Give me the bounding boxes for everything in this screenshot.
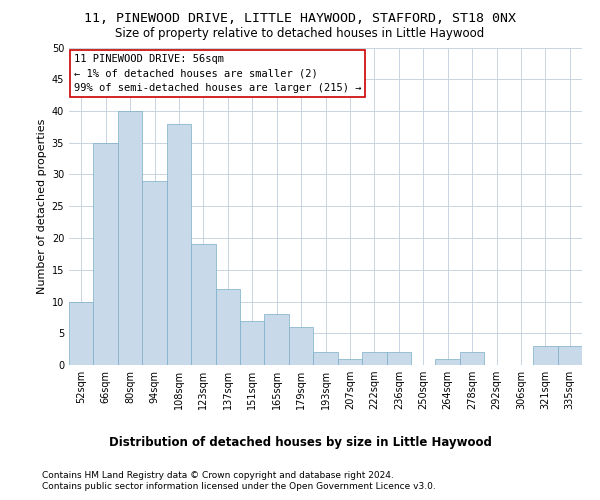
Text: 11 PINEWOOD DRIVE: 56sqm
← 1% of detached houses are smaller (2)
99% of semi-det: 11 PINEWOOD DRIVE: 56sqm ← 1% of detache… [74,54,362,94]
Bar [533,346,557,365]
Bar [289,327,313,365]
Bar [94,143,118,365]
Bar [557,346,582,365]
Bar [362,352,386,365]
Bar [460,352,484,365]
Bar [265,314,289,365]
Bar [436,358,460,365]
Text: Distribution of detached houses by size in Little Haywood: Distribution of detached houses by size … [109,436,491,449]
Text: Contains public sector information licensed under the Open Government Licence v3: Contains public sector information licen… [42,482,436,491]
Bar [142,181,167,365]
Bar [215,289,240,365]
Bar [240,320,265,365]
Bar [313,352,338,365]
Bar [191,244,215,365]
Bar [386,352,411,365]
Bar [69,302,94,365]
Text: Size of property relative to detached houses in Little Haywood: Size of property relative to detached ho… [115,28,485,40]
Bar [167,124,191,365]
Bar [338,358,362,365]
Bar [118,111,142,365]
Text: 11, PINEWOOD DRIVE, LITTLE HAYWOOD, STAFFORD, ST18 0NX: 11, PINEWOOD DRIVE, LITTLE HAYWOOD, STAF… [84,12,516,26]
Text: Contains HM Land Registry data © Crown copyright and database right 2024.: Contains HM Land Registry data © Crown c… [42,471,394,480]
Y-axis label: Number of detached properties: Number of detached properties [37,118,47,294]
